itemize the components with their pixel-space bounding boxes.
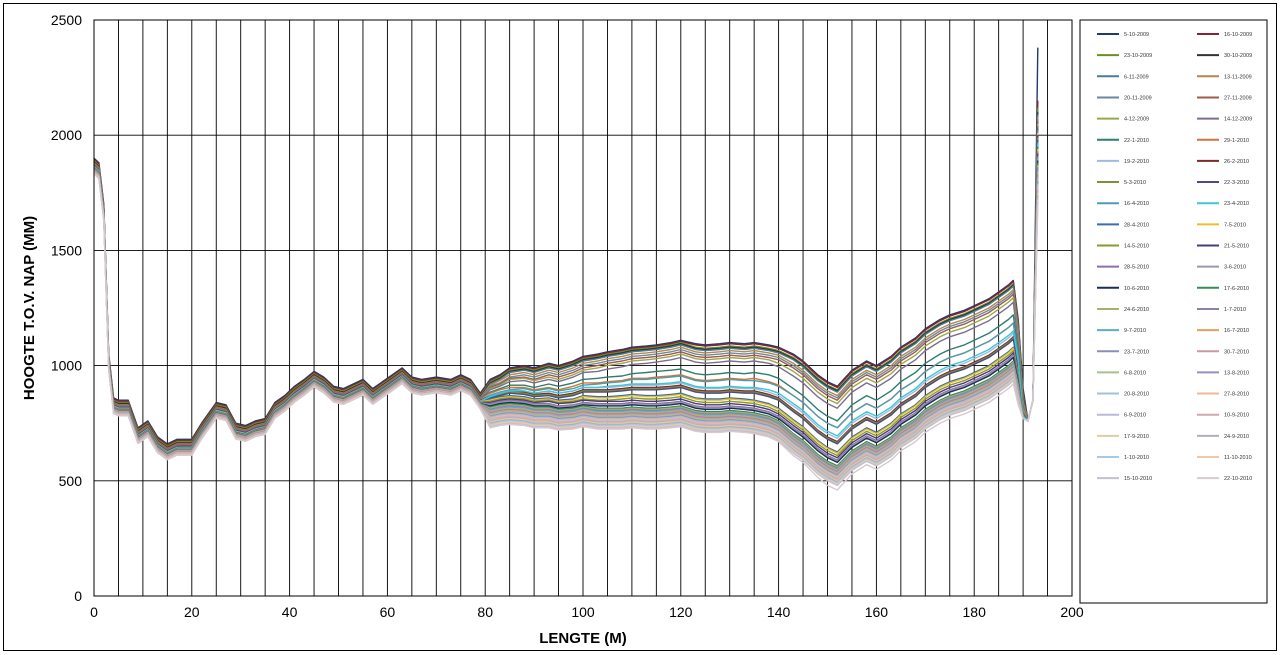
legend-label: 16-4-2010 — [1124, 201, 1149, 207]
legend-label: 24-6-2010 — [1124, 307, 1149, 313]
legend-label: 5-10-2009 — [1124, 32, 1149, 38]
x-tick-label: 60 — [380, 604, 396, 620]
legend-label: 22-1-2010 — [1124, 138, 1149, 144]
y-tick-label: 0 — [74, 588, 82, 604]
legend-label: 3-6-2010 — [1224, 265, 1246, 271]
legend-label: 17-6-2010 — [1224, 286, 1249, 292]
y-tick-label: 1500 — [51, 242, 82, 258]
series-line — [93, 173, 1039, 491]
plot-border — [93, 19, 1073, 597]
legend-label: 24-9-2010 — [1224, 434, 1249, 440]
legend-label: 17-9-2010 — [1124, 434, 1149, 440]
legend-label: 6-9-2010 — [1124, 413, 1146, 419]
legend-label: 28-5-2010 — [1124, 265, 1149, 271]
x-tick-label: 100 — [571, 604, 595, 620]
legend-label: 9-7-2010 — [1124, 328, 1146, 334]
x-tick-label: 120 — [669, 604, 693, 620]
legend-label: 21-5-2010 — [1224, 244, 1249, 250]
x-axis-ticks: 0 20 40 60 80 100 120 140 160 180 200 — [90, 604, 1084, 620]
legend-label: 13-8-2010 — [1224, 370, 1249, 376]
legend-label: 5-3-2010 — [1124, 180, 1146, 186]
legend-label: 6-8-2010 — [1124, 370, 1146, 376]
legend-label: 16-7-2010 — [1224, 328, 1249, 334]
legend-label: 28-4-2010 — [1124, 222, 1149, 228]
legend-label: 23-4-2010 — [1224, 201, 1249, 207]
x-tick-label: 180 — [963, 604, 987, 620]
y-tick-label: 500 — [59, 473, 83, 489]
legend-label: 6-11-2009 — [1124, 74, 1149, 80]
series-lines — [93, 47, 1039, 491]
legend-label: 15-10-2010 — [1124, 476, 1152, 482]
legend-label: 29-1-2010 — [1224, 138, 1249, 144]
series-line — [93, 100, 1039, 446]
y-axis-ticks: 0 500 1000 1500 2000 2500 — [51, 12, 82, 604]
y-tick-label: 1000 — [51, 358, 82, 374]
legend-label: 23-7-2010 — [1124, 349, 1149, 355]
x-axis-title: LENGTE (M) — [539, 630, 627, 647]
legend-label: 20-8-2010 — [1124, 392, 1149, 398]
legend-label: 10-9-2010 — [1224, 413, 1249, 419]
x-tick-label: 0 — [90, 604, 98, 620]
legend-label: 22-10-2010 — [1224, 476, 1252, 482]
x-tick-label: 200 — [1060, 604, 1084, 620]
legend-label: 30-7-2010 — [1224, 349, 1249, 355]
legend-label: 23-10-2009 — [1124, 53, 1152, 59]
legend-items: 5-10-2009 16-10-2009 23-10-2009 30-10-2009 6… — [1097, 32, 1252, 482]
legend-label: 22-3-2010 — [1224, 180, 1249, 186]
x-tick-label: 160 — [865, 604, 889, 620]
legend-label: 10-6-2010 — [1124, 286, 1149, 292]
legend-label: 13-11-2009 — [1224, 74, 1252, 80]
x-tick-label: 20 — [184, 604, 200, 620]
legend-label: 1-10-2010 — [1124, 455, 1149, 461]
legend-label: 19-2-2010 — [1124, 159, 1149, 165]
legend-label: 16-10-2009 — [1224, 32, 1252, 38]
gridlines — [94, 20, 1072, 596]
legend-label: 26-2-2010 — [1224, 159, 1249, 165]
legend-label: 4-12-2009 — [1124, 117, 1149, 123]
legend-label: 27-11-2009 — [1224, 95, 1252, 101]
legend-label: 14-5-2010 — [1124, 244, 1149, 250]
legend-label: 30-10-2009 — [1224, 53, 1252, 59]
series-line — [93, 107, 1039, 447]
series-line — [93, 112, 1039, 449]
y-axis-title: HOOGTE T.O.V. NAP (MM) — [21, 216, 38, 400]
x-tick-label: 140 — [767, 604, 791, 620]
legend-label: 14-12-2009 — [1224, 117, 1252, 123]
legend-label: 11-10-2010 — [1224, 455, 1252, 461]
x-tick-label: 40 — [282, 604, 298, 620]
series-line — [93, 47, 1039, 445]
legend-label: 20-11-2009 — [1124, 95, 1152, 101]
legend-label: 27-8-2010 — [1224, 392, 1249, 398]
legend: 5-10-2009 16-10-2009 23-10-2009 30-10-2009 6… — [1079, 19, 1268, 604]
legend-box — [1079, 19, 1268, 604]
legend-label: 7-5-2010 — [1224, 222, 1246, 228]
legend-label: 1-7-2010 — [1224, 307, 1246, 313]
y-tick-label: 2000 — [51, 127, 82, 143]
x-tick-label: 80 — [477, 604, 493, 620]
y-tick-label: 2500 — [51, 12, 82, 28]
